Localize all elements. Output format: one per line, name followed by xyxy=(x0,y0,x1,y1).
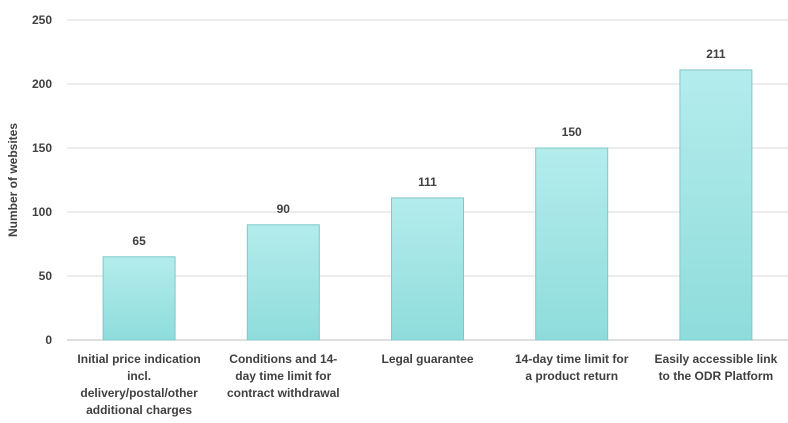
y-tick-label: 250 xyxy=(32,13,52,27)
x-axis-category-labels: Initial price indication incl. delivery/po… xyxy=(77,352,777,417)
x-tick-label: Easily accessible link to the ODR Platfor… xyxy=(655,352,778,383)
y-tick-label: 200 xyxy=(32,77,52,91)
y-tick-label: 50 xyxy=(39,269,53,283)
y-tick-label: 150 xyxy=(32,141,52,155)
bar xyxy=(102,256,176,341)
x-tick-label: Initial price indication incl. delivery/po… xyxy=(77,352,200,417)
data-label: 211 xyxy=(706,47,726,61)
bar xyxy=(535,147,609,341)
data-label: 65 xyxy=(132,234,146,248)
bar xyxy=(391,197,464,341)
y-tick-label: 100 xyxy=(32,205,52,219)
bar xyxy=(246,224,320,341)
y-axis-title: Number of websites xyxy=(6,123,20,237)
data-label: 111 xyxy=(418,175,437,189)
x-tick-label: Conditions and 14-day time limit for cont… xyxy=(227,352,340,400)
data-label: 150 xyxy=(562,125,582,139)
data-labels: 65 90 111 150 211 xyxy=(132,47,725,248)
x-tick-label: Legal guarantee xyxy=(381,352,473,366)
y-tick-label: 0 xyxy=(45,333,52,347)
bars xyxy=(102,69,753,341)
data-label: 90 xyxy=(277,202,291,216)
x-tick-label: 14-day time limit for a product return xyxy=(515,352,629,383)
y-axis-ticks: 0 50 100 150 200 250 xyxy=(32,13,52,347)
bar xyxy=(679,69,753,341)
